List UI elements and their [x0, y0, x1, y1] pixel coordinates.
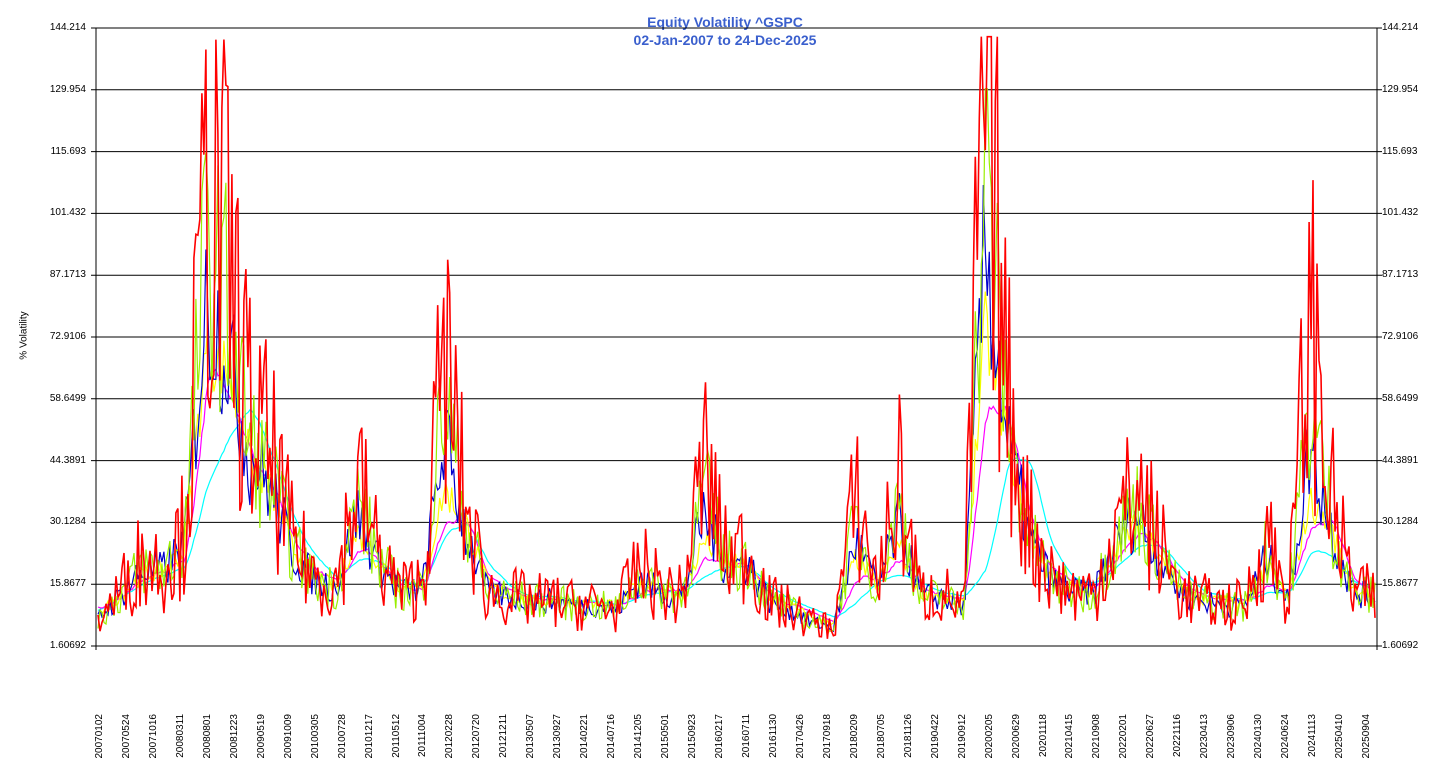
series-lines	[97, 35, 1376, 639]
y-tick-label: 144.214	[49, 22, 86, 33]
series-line-short-window	[97, 87, 1376, 637]
y-tick-label: 44.3891	[1382, 454, 1419, 466]
y-tick-label: 115.693	[50, 145, 86, 157]
y-tick-label: 1.60692	[1382, 640, 1419, 651]
y-tick-label: 1.60692	[49, 640, 86, 651]
y-tick-label: 129.954	[49, 83, 86, 95]
y-tick-label: 87.1713	[1382, 269, 1419, 281]
y-tick-label: 58.6499	[1382, 392, 1419, 404]
y-tick-label: 30.1284	[49, 516, 86, 528]
y-tick-label: 15.8677	[49, 578, 86, 590]
y-tick-label: 101.432	[49, 207, 86, 219]
y-tick-label: 101.432	[1382, 207, 1419, 219]
chart-title: Equity Volatility ^GSPC	[647, 14, 803, 30]
y-tick-label: 44.3891	[49, 454, 86, 466]
axes	[95, 28, 1378, 650]
y-tick-label: 72.9106	[49, 331, 86, 342]
y-tick-label: 58.6499	[49, 392, 86, 404]
chart-subtitle: 02-Jan-2007 to 24-Dec-2025	[633, 32, 817, 48]
y-tick-label: 115.693	[1382, 145, 1418, 157]
y-tick-label: 15.8677	[1382, 578, 1419, 590]
y-tick-label: 72.9106	[1382, 331, 1419, 342]
y-tick-label: 87.1713	[49, 269, 86, 281]
gridlines	[91, 27, 1382, 647]
plot-area	[91, 27, 1382, 650]
series-line-daily-volatility	[97, 35, 1376, 639]
y-tick-label: 129.954	[1382, 83, 1419, 95]
y-tick-label: 30.1284	[1382, 516, 1419, 528]
y-tick-label: 144.214	[1382, 22, 1419, 33]
